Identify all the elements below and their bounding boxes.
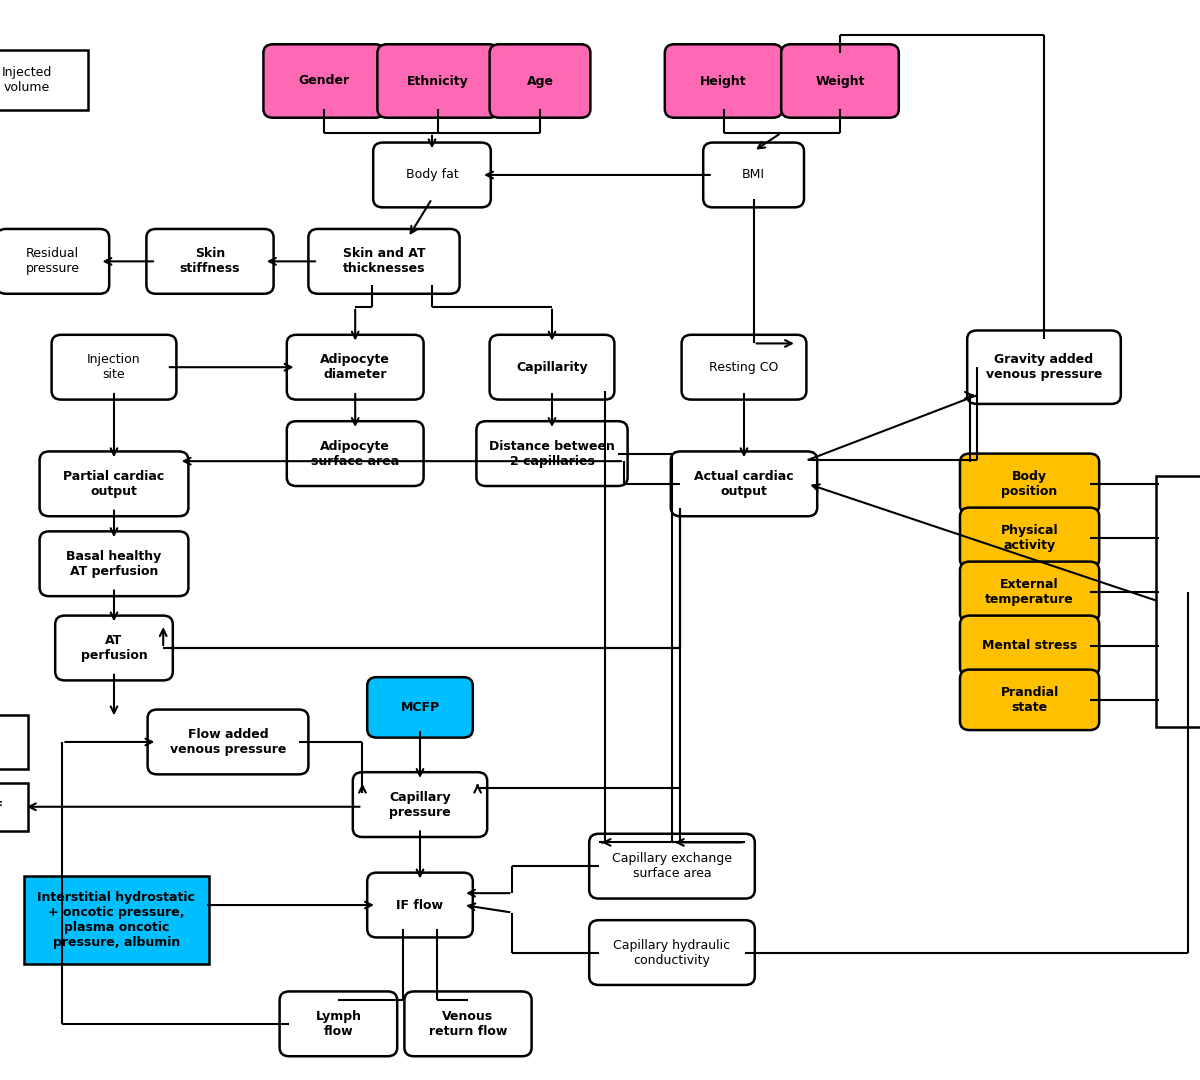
FancyBboxPatch shape (0, 229, 109, 294)
Text: Prandial
state: Prandial state (1001, 686, 1058, 714)
FancyBboxPatch shape (367, 677, 473, 738)
Text: IF: IF (0, 800, 4, 813)
FancyBboxPatch shape (960, 670, 1099, 730)
FancyBboxPatch shape (960, 508, 1099, 568)
Text: Interstitial hydrostatic
+ oncotic pressure,
plasma oncotic
pressure, albumin: Interstitial hydrostatic + oncotic press… (37, 891, 196, 949)
Text: Basal healthy
AT perfusion: Basal healthy AT perfusion (66, 550, 162, 578)
Text: Gravity added
venous pressure: Gravity added venous pressure (986, 353, 1102, 381)
Text: Resting CO: Resting CO (709, 361, 779, 374)
Text: Weight: Weight (815, 75, 865, 87)
Text: Distance between
2 capillaries: Distance between 2 capillaries (490, 440, 614, 468)
FancyBboxPatch shape (960, 562, 1099, 622)
Text: Skin
stiffness: Skin stiffness (180, 247, 240, 275)
Text: Venous
return flow: Venous return flow (428, 1010, 508, 1038)
FancyBboxPatch shape (967, 330, 1121, 404)
FancyBboxPatch shape (377, 44, 499, 118)
FancyBboxPatch shape (373, 143, 491, 207)
FancyBboxPatch shape (287, 421, 424, 486)
Text: Gender: Gender (299, 75, 349, 87)
FancyBboxPatch shape (671, 451, 817, 516)
Text: Skin and AT
thicknesses: Skin and AT thicknesses (343, 247, 425, 275)
FancyBboxPatch shape (490, 44, 590, 118)
FancyBboxPatch shape (148, 710, 308, 774)
FancyBboxPatch shape (367, 873, 473, 937)
Text: Injected
volume: Injected volume (2, 66, 52, 94)
Text: Body fat: Body fat (406, 168, 458, 181)
FancyBboxPatch shape (308, 229, 460, 294)
FancyBboxPatch shape (40, 531, 188, 596)
FancyBboxPatch shape (40, 451, 188, 516)
Text: Age: Age (527, 75, 553, 87)
Text: Partial cardiac
output: Partial cardiac output (64, 470, 164, 498)
Text: Adipocyte
surface area: Adipocyte surface area (311, 440, 400, 468)
Text: Capillarity: Capillarity (516, 361, 588, 374)
FancyBboxPatch shape (287, 335, 424, 400)
FancyBboxPatch shape (476, 421, 628, 486)
Text: BMI: BMI (742, 168, 766, 181)
FancyBboxPatch shape (1156, 476, 1200, 727)
FancyBboxPatch shape (280, 991, 397, 1056)
FancyBboxPatch shape (0, 715, 28, 769)
FancyBboxPatch shape (404, 991, 532, 1056)
FancyBboxPatch shape (589, 920, 755, 985)
FancyBboxPatch shape (24, 876, 209, 964)
Text: Physical
activity: Physical activity (1001, 524, 1058, 552)
Text: Lymph
flow: Lymph flow (316, 1010, 361, 1038)
Text: IF flow: IF flow (396, 899, 444, 912)
FancyBboxPatch shape (146, 229, 274, 294)
Text: Capillary hydraulic
conductivity: Capillary hydraulic conductivity (613, 939, 731, 967)
Text: AT
perfusion: AT perfusion (80, 634, 148, 662)
FancyBboxPatch shape (960, 616, 1099, 676)
FancyBboxPatch shape (0, 783, 28, 831)
FancyBboxPatch shape (960, 454, 1099, 514)
FancyBboxPatch shape (682, 335, 806, 400)
Text: Adipocyte
diameter: Adipocyte diameter (320, 353, 390, 381)
Text: Ethnicity: Ethnicity (407, 75, 469, 87)
Text: External
temperature: External temperature (985, 578, 1074, 606)
Text: Residual
pressure: Residual pressure (26, 247, 79, 275)
Text: Capillary
pressure: Capillary pressure (389, 791, 451, 819)
Text: Mental stress: Mental stress (982, 639, 1078, 652)
FancyBboxPatch shape (781, 44, 899, 118)
FancyBboxPatch shape (264, 44, 385, 118)
FancyBboxPatch shape (589, 834, 755, 899)
FancyBboxPatch shape (353, 772, 487, 837)
Text: Actual cardiac
output: Actual cardiac output (694, 470, 794, 498)
Text: MCFP: MCFP (401, 701, 439, 714)
Text: Flow added
venous pressure: Flow added venous pressure (170, 728, 286, 756)
Text: Height: Height (701, 75, 746, 87)
Text: Injection
site: Injection site (88, 353, 140, 381)
FancyBboxPatch shape (490, 335, 614, 400)
FancyBboxPatch shape (665, 44, 782, 118)
FancyBboxPatch shape (55, 616, 173, 680)
FancyBboxPatch shape (703, 143, 804, 207)
FancyBboxPatch shape (52, 335, 176, 400)
Text: Body
position: Body position (1002, 470, 1057, 498)
FancyBboxPatch shape (0, 50, 88, 110)
Text: Capillary exchange
surface area: Capillary exchange surface area (612, 852, 732, 880)
